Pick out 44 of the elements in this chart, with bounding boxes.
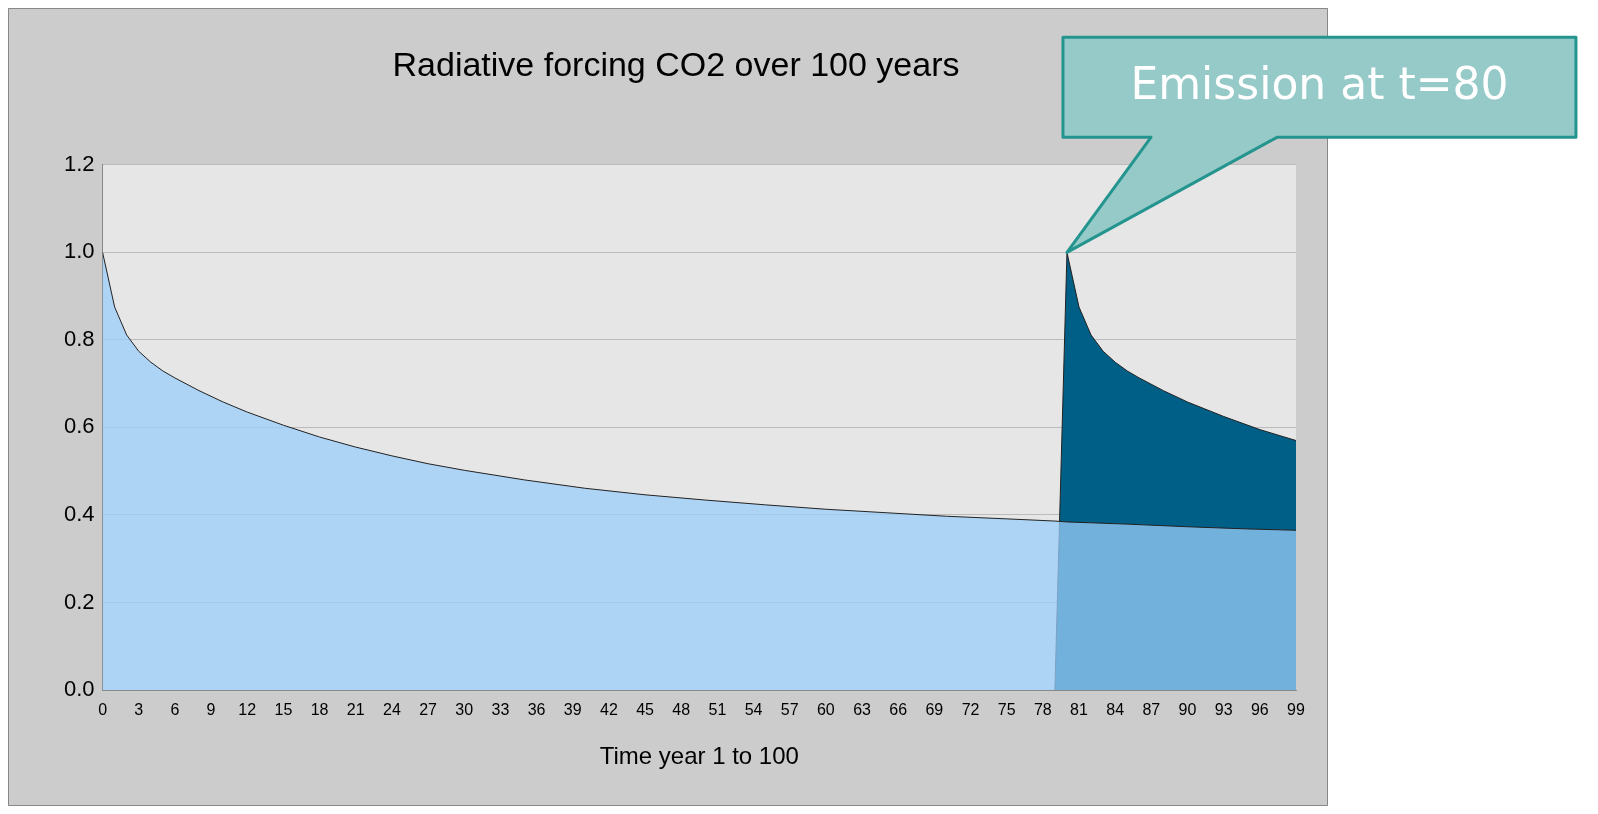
x-tick-label: 9 (206, 701, 216, 719)
x-tick-label: 18 (310, 701, 329, 719)
text: Emission at t=80 (1130, 57, 1509, 109)
x-tick-label: 72 (961, 701, 980, 719)
x-tick-label: 3 (134, 701, 144, 719)
x-tick-label: 36 (527, 701, 546, 719)
x-tick-label: 21 (346, 701, 365, 719)
x-tick-label: 96 (1250, 701, 1269, 719)
x-tick-label: 42 (599, 701, 618, 719)
x-tick-label: 66 (889, 701, 908, 719)
x-tick-label: 0 (98, 701, 108, 719)
x-tick-label: 15 (274, 701, 293, 719)
y-tick-label: 1.0 (63, 238, 95, 264)
x-tick-label: 45 (636, 701, 655, 719)
x-tick-label: 99 (1287, 701, 1305, 719)
x-tick-label: 84 (1106, 701, 1125, 719)
x-tick-label: 81 (1070, 701, 1089, 719)
x-tick-label: 12 (238, 701, 257, 719)
y-tick-label: 1.2 (63, 150, 95, 176)
x-tick-label: 63 (853, 701, 872, 719)
x-tick-label: 24 (383, 701, 401, 719)
y-tick-label: 0.0 (63, 676, 95, 702)
x-axis-title: Time year 1 to 100 (599, 742, 799, 770)
x-tick-label: 87 (1142, 701, 1161, 719)
x-tick-label: 33 (491, 701, 510, 719)
x-tick-label: 54 (744, 701, 763, 719)
x-tick-label: 57 (780, 701, 799, 719)
x-tick-label: 6 (170, 701, 180, 719)
x-tick-label: 75 (997, 701, 1016, 719)
y-tick-label: 0.4 (63, 501, 95, 526)
chart-title: Radiative forcing CO2 over 100 years (392, 44, 960, 83)
x-tick-label: 60 (816, 701, 835, 719)
x-tick-label: 69 (925, 701, 944, 719)
y-tick-label: 0.8 (63, 325, 95, 351)
x-tick-label: 27 (419, 701, 438, 719)
x-tick-label: 90 (1178, 701, 1197, 719)
y-tick-label: 0.2 (63, 588, 95, 614)
y-tick-label: 0.6 (63, 413, 95, 439)
x-tick-label: 93 (1214, 701, 1233, 719)
x-tick-label: 39 (563, 701, 582, 719)
x-tick-label: 30 (455, 701, 474, 719)
x-tick-label: 48 (672, 701, 691, 719)
x-tick-label: 51 (708, 701, 727, 719)
x-tick-label: 78 (1033, 701, 1052, 719)
